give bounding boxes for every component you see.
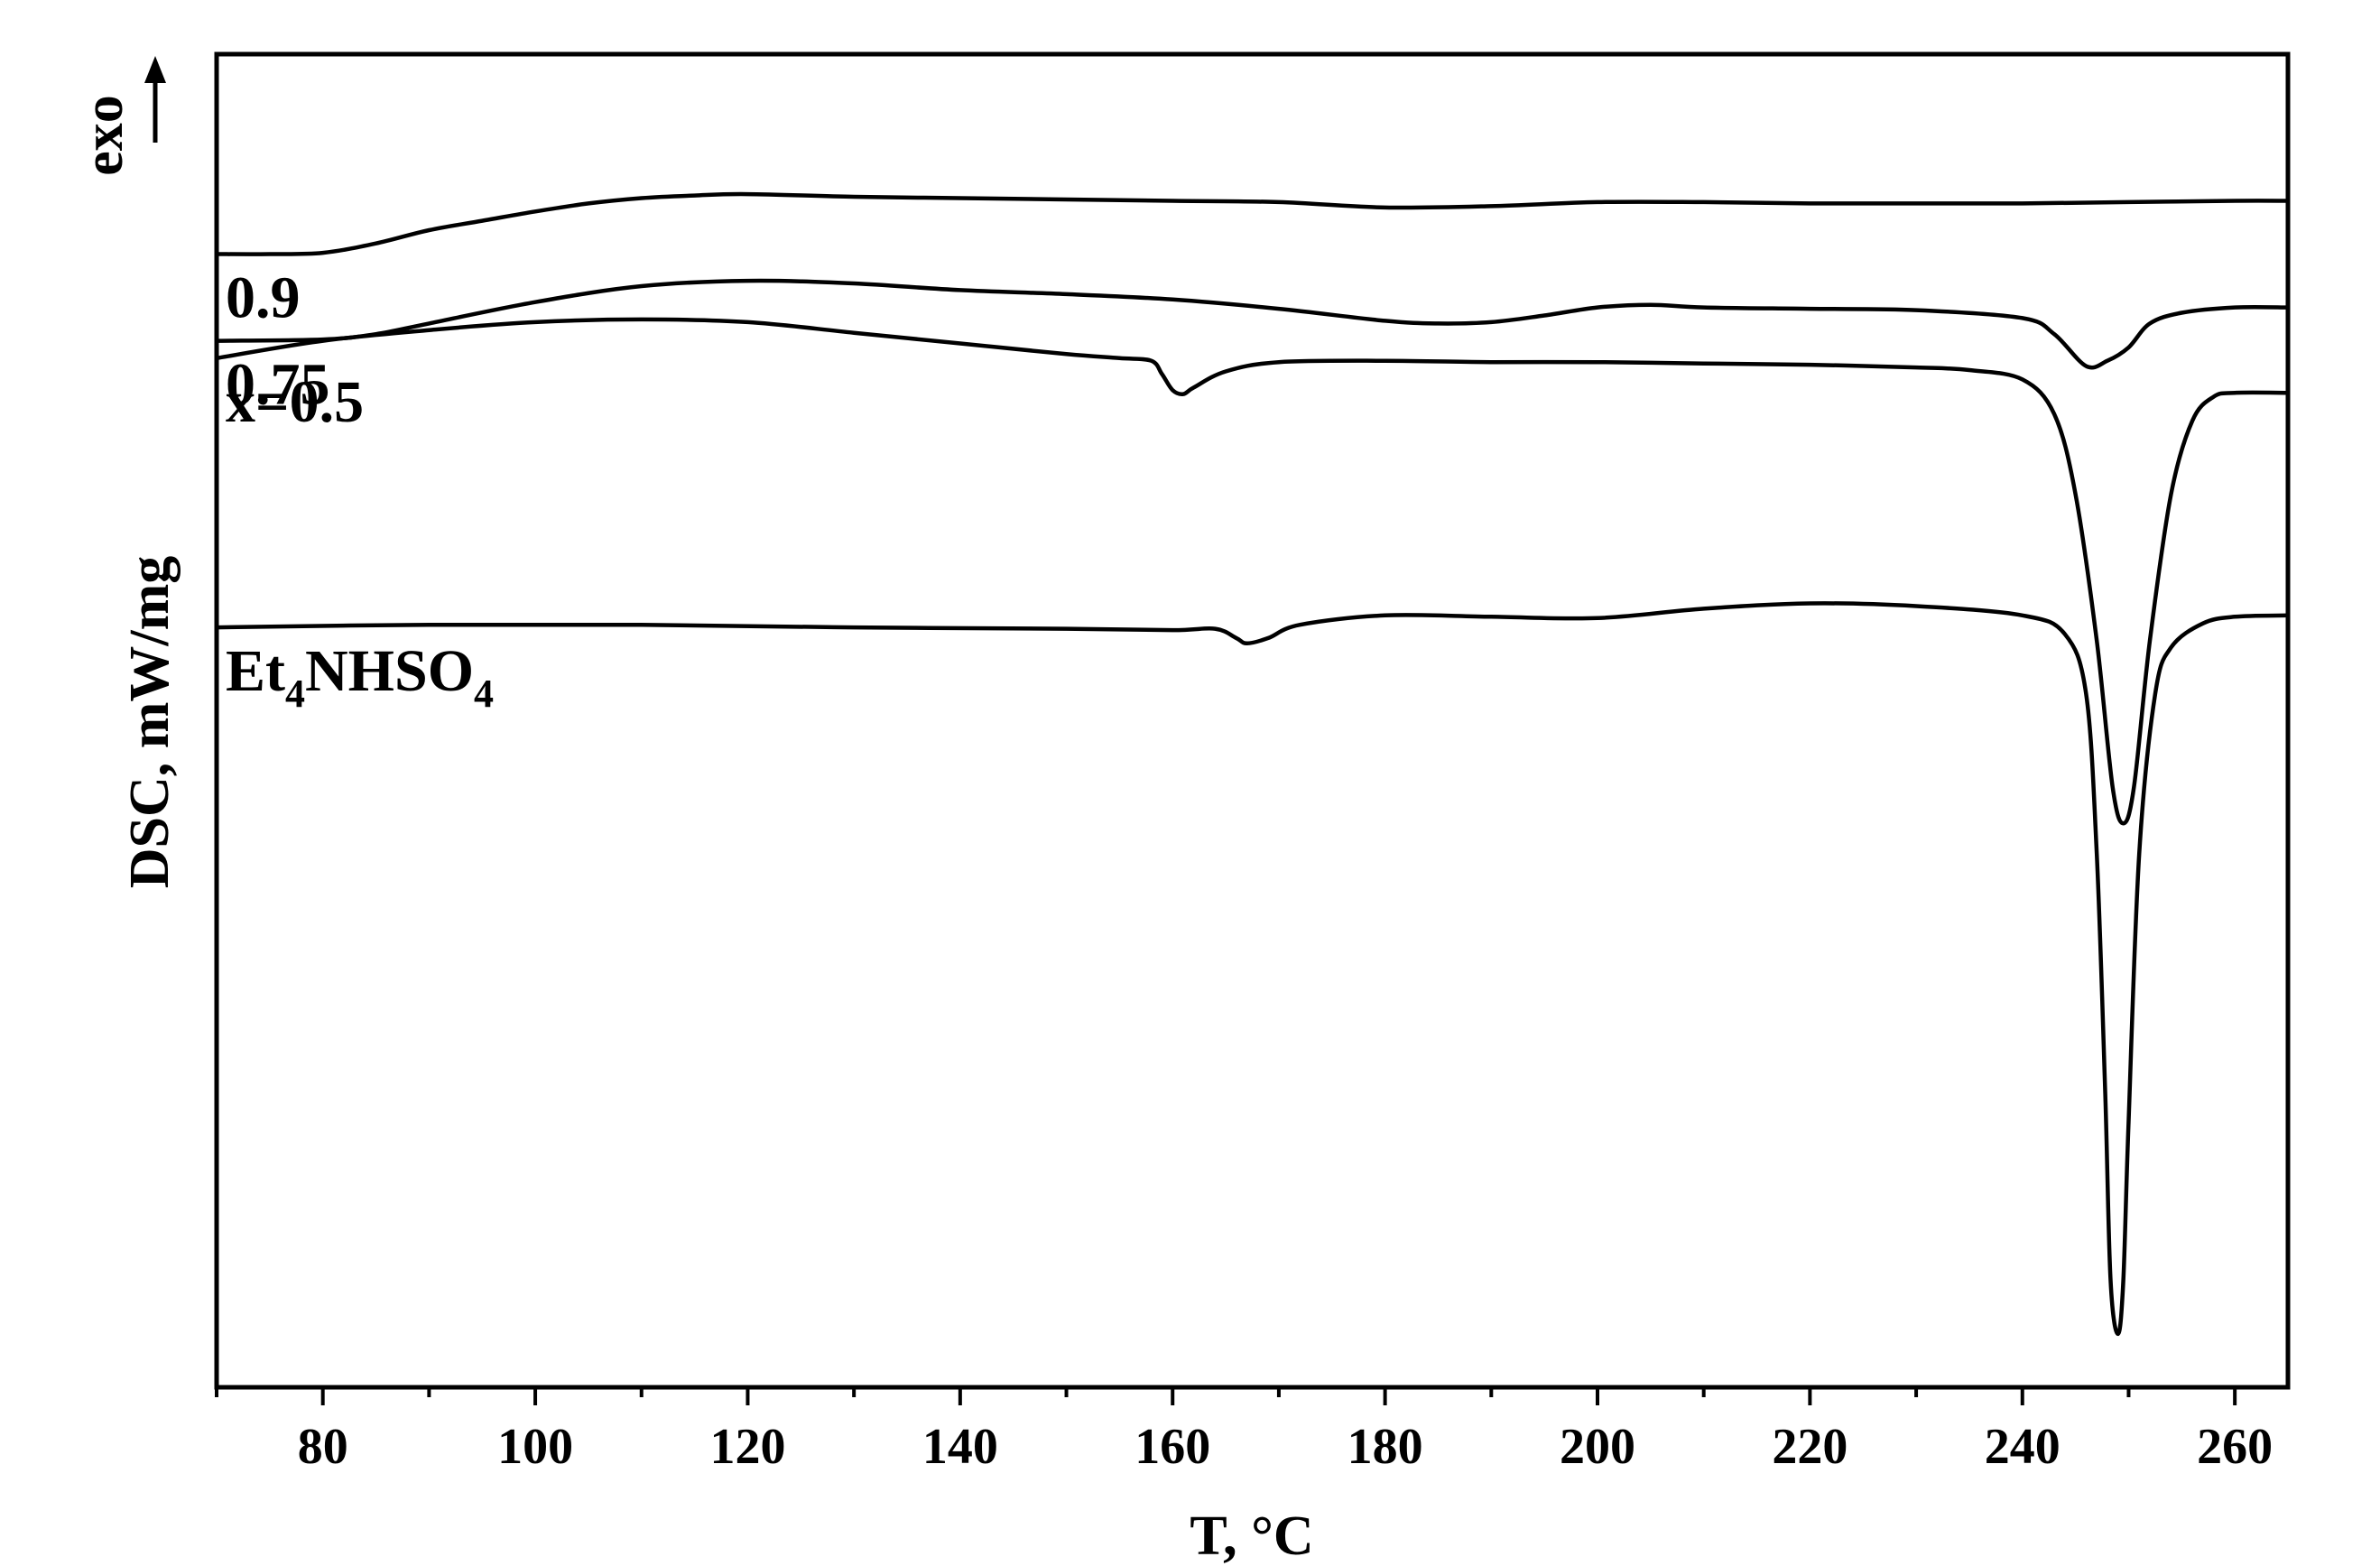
y-axis-title: DSC, mW/mg [119,556,181,889]
exo-arrow-icon [144,56,166,83]
dsc-curve-1 [214,191,2291,256]
x-tick-label: 180 [1347,1419,1423,1475]
x-tick-label: 260 [2197,1419,2273,1475]
x-axis-title: T, °C [1190,1506,1313,1566]
x-axis-ticks: 80 100 120 140 160 180 200 220 240 260 [215,1387,2273,1475]
dsc-curve-4 [214,601,2291,1337]
x-tick-label: 140 [922,1419,998,1475]
x-tick-label: 100 [497,1419,573,1475]
plot-frame [214,51,2291,1390]
x-tick-label: 240 [1985,1419,2061,1475]
series-label-1: 0.9 [226,265,301,331]
dsc-curve-2 [214,278,2291,370]
series-label-4: Et4NHSO4 [226,638,494,716]
dsc-curves [214,191,2291,1337]
series-labels: 0.9 0.75x=0.5 Et4NHSO4 [226,265,494,717]
exo-indicator: exo [73,56,166,176]
series-label-3: x=0.5 [226,369,364,435]
x-tick-label: 200 [1560,1419,1635,1475]
dsc-curve-3 [214,317,2291,826]
x-tick-label: 220 [1772,1419,1848,1475]
x-tick-label: 160 [1134,1419,1210,1475]
exo-label: exo [73,95,134,176]
series-label-2: 0.75 [226,352,330,418]
x-tick-label: 80 [298,1419,348,1475]
x-tick-label: 120 [709,1419,785,1475]
